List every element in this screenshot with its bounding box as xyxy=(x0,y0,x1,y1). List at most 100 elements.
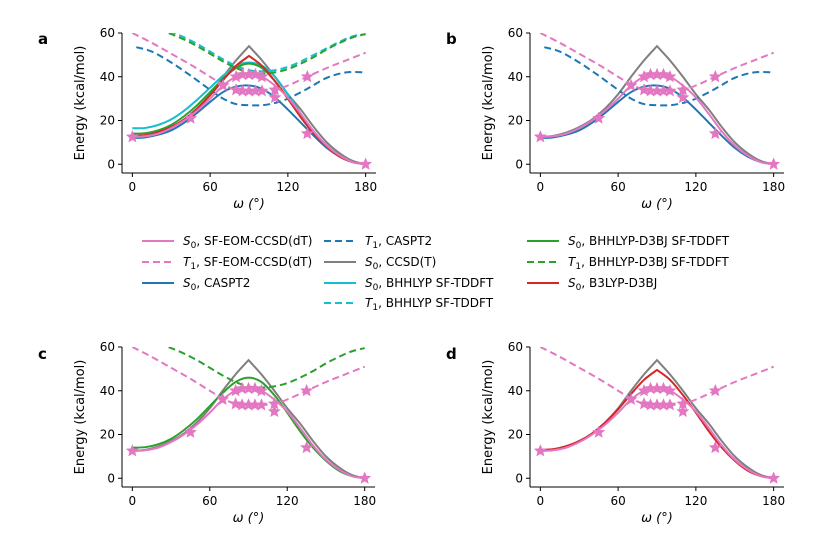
y-tick-label: 40 xyxy=(508,70,523,84)
x-tick-label: 180 xyxy=(762,180,785,194)
star-marker xyxy=(268,83,282,96)
legend-subscript: 0 xyxy=(191,283,197,293)
y-tick-label: 0 xyxy=(515,157,523,171)
legend-state: T xyxy=(183,255,192,269)
star-marker xyxy=(708,383,722,397)
legend-method: , CASPT2 xyxy=(378,234,432,248)
x-tick-label: 0 xyxy=(537,180,545,194)
star-marker xyxy=(255,84,269,97)
legend-subscript: 1 xyxy=(372,303,378,313)
series-line xyxy=(540,84,774,166)
x-tick-label: 180 xyxy=(354,180,377,194)
series-line xyxy=(539,347,774,407)
legend-item: S0, BHHLYP SF-TDDFT xyxy=(324,276,494,293)
star-marker xyxy=(254,398,268,411)
legend-label: T1, CASPT2 xyxy=(365,234,432,251)
legend-item: T1, SF-EOM-CCSD(dT) xyxy=(142,255,312,272)
x-tick-label: 60 xyxy=(610,494,625,508)
legend-subscript: 0 xyxy=(191,241,197,251)
star-marker xyxy=(676,404,690,418)
legend-subscript: 0 xyxy=(576,283,582,293)
series-line xyxy=(131,33,366,93)
y-tick-label: 60 xyxy=(100,26,115,40)
legend-method: , BHHLYP-D3BJ SF-TDDFT xyxy=(581,234,729,248)
star-marker xyxy=(216,78,230,91)
legend-method: , BHHLYP SF-TDDFT xyxy=(378,276,494,290)
legend-method: , CASPT2 xyxy=(196,276,250,290)
star-marker xyxy=(708,126,722,140)
panel-letter: c xyxy=(38,345,47,363)
star-marker xyxy=(592,111,606,124)
legend-state: S xyxy=(568,234,576,248)
legend-item: S0, CASPT2 xyxy=(142,276,250,293)
legend-item: S0, CCSD(T) xyxy=(324,255,436,272)
panel-c: 0 60 120 180 0 20 40 60 ω (°) Energy (kcal/mol) c xyxy=(38,340,376,526)
star-marker xyxy=(767,157,781,170)
panel-a: 0 60 120 180 0 20 40 60 ω (°) Energy (kcal/mol) a xyxy=(38,26,377,212)
y-tick-label: 60 xyxy=(100,340,115,354)
star-marker xyxy=(229,83,243,96)
star-marker xyxy=(267,397,281,410)
panels: 0 60 120 180 0 20 40 60 ω (°) Energy (kcal/mol) a 0… xyxy=(38,26,785,526)
legend-subscript: 0 xyxy=(373,283,379,293)
x-axis-label: ω (°) xyxy=(641,511,673,526)
star-marker xyxy=(663,69,677,83)
x-tick-label: 120 xyxy=(276,494,299,508)
star-marker xyxy=(676,83,690,96)
series-line xyxy=(540,44,774,166)
series-group xyxy=(533,347,781,484)
legend-method: , B3LYP-D3BJ xyxy=(581,276,657,290)
star-marker xyxy=(624,78,638,91)
star-marker xyxy=(676,90,690,104)
star-marker xyxy=(216,392,230,405)
series-group xyxy=(533,33,781,170)
legend-label: T1, BHHLYP SF-TDDFT xyxy=(365,296,494,313)
legend-label: S0, BHHLYP SF-TDDFT xyxy=(365,276,494,293)
y-axis-label: Energy (kcal/mol) xyxy=(73,46,88,161)
legend: S0, SF-EOM-CCSD(dT)T1, SF-EOM-CCSD(dT)S0… xyxy=(142,234,730,313)
legend-label: S0, B3LYP-D3BJ xyxy=(568,276,657,293)
star-marker xyxy=(676,397,690,410)
star-marker xyxy=(358,471,372,484)
legend-label: T1, SF-EOM-CCSD(dT) xyxy=(183,255,312,272)
y-tick-label: 60 xyxy=(508,26,523,40)
star-marker xyxy=(254,383,268,397)
x-axis-label: ω (°) xyxy=(233,197,265,212)
star-marker xyxy=(255,69,269,83)
y-tick-label: 0 xyxy=(107,471,115,485)
legend-state: S xyxy=(568,276,576,290)
star-marker xyxy=(125,444,139,457)
x-tick-label: 180 xyxy=(353,494,376,508)
legend-label: S0, BHHLYP-D3BJ SF-TDDFT xyxy=(568,234,730,251)
star-marker xyxy=(637,397,651,410)
y-tick-label: 0 xyxy=(515,471,523,485)
legend-item: S0, SF-EOM-CCSD(dT) xyxy=(142,234,312,251)
panel-letter: b xyxy=(446,30,457,48)
series-line xyxy=(132,84,366,166)
star-marker xyxy=(533,444,547,457)
star-marker xyxy=(125,130,139,143)
series-line xyxy=(135,46,366,107)
y-axis-label: Energy (kcal/mol) xyxy=(73,360,88,475)
y-axis-label: Energy (kcal/mol) xyxy=(481,46,496,161)
series-line xyxy=(540,358,774,480)
series-group xyxy=(125,33,373,170)
star-marker xyxy=(267,404,281,418)
legend-item: S0, BHHLYP-D3BJ SF-TDDFT xyxy=(527,234,730,251)
star-marker xyxy=(300,440,314,454)
star-marker xyxy=(183,425,197,438)
y-tick-label: 20 xyxy=(100,114,115,128)
x-axis-label: ω (°) xyxy=(233,511,265,526)
panel-letter: a xyxy=(38,30,48,48)
legend-state: T xyxy=(365,234,374,248)
x-tick-label: 60 xyxy=(610,180,625,194)
legend-method: , BHHLYP-D3BJ SF-TDDFT xyxy=(581,255,729,269)
series-group xyxy=(125,347,372,484)
x-tick-label: 120 xyxy=(684,494,707,508)
panel-letter: d xyxy=(446,345,457,363)
legend-subscript: 1 xyxy=(372,241,378,251)
x-tick-label: 180 xyxy=(762,494,785,508)
star-marker xyxy=(663,84,677,97)
legend-label: T1, BHHLYP-D3BJ SF-TDDFT xyxy=(568,255,729,272)
